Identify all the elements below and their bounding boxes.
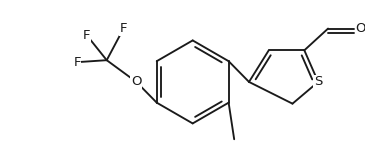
- Text: O: O: [131, 75, 142, 88]
- Text: F: F: [120, 22, 127, 35]
- Text: S: S: [314, 75, 322, 88]
- Text: O: O: [356, 22, 365, 35]
- Text: F: F: [73, 56, 81, 69]
- Text: F: F: [83, 29, 91, 42]
